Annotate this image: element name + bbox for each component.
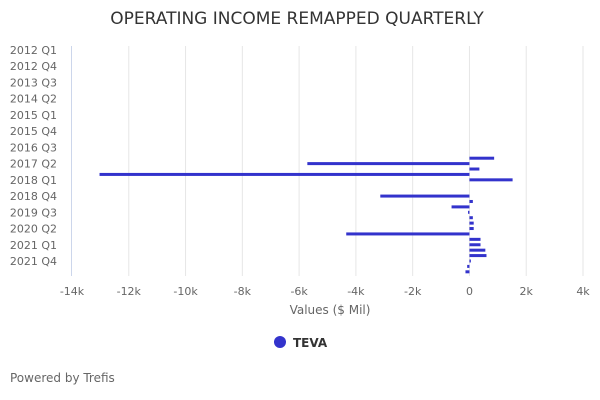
bar-2019-q1[interactable]	[469, 199, 473, 203]
x-tick-label: -4k	[347, 285, 365, 298]
y-tick-label: 2016 Q3	[10, 141, 57, 154]
bar-2019-q3[interactable]	[468, 210, 470, 214]
bar-2019-q2[interactable]	[451, 205, 470, 209]
y-tick-label: 2015 Q1	[10, 109, 57, 122]
bar-2018-q4[interactable]	[380, 194, 470, 198]
y-tick-label: 2015 Q4	[10, 125, 57, 138]
y-tick-label: 2020 Q2	[10, 223, 57, 236]
bars	[99, 156, 513, 274]
bar-2020-q3[interactable]	[346, 232, 470, 236]
bar-2020-q4[interactable]	[469, 237, 481, 241]
bar-2017-q2[interactable]	[307, 162, 470, 166]
y-tick-label: 2018 Q1	[10, 174, 57, 187]
bar-2018-q1[interactable]	[469, 178, 513, 182]
legend-marker-icon[interactable]	[274, 336, 286, 348]
y-tick-label: 2017 Q2	[10, 158, 57, 171]
chart-title: OPERATING INCOME REMAPPED QUARTERLY	[110, 9, 484, 29]
legend-item-teva[interactable]: TEVA	[293, 336, 328, 350]
x-tick-label: -6k	[290, 285, 308, 298]
y-tick-label: 2021 Q1	[10, 239, 57, 252]
y-tick-label: 2019 Q3	[10, 206, 57, 219]
x-axis-labels: -14k -12k -10k -8k -6k -4k -2k 0 2k 4k	[60, 285, 590, 298]
y-axis-labels: 2012 Q1 2012 Q4 2013 Q3 2014 Q2 2015 Q1 2015 …	[10, 44, 57, 268]
x-tick-label: -8k	[234, 285, 252, 298]
x-tick-label: -12k	[117, 285, 142, 298]
bar-2020-q2[interactable]	[469, 227, 474, 231]
bar-2017-q3[interactable]	[469, 167, 480, 171]
y-tick-label: 2012 Q1	[10, 44, 57, 57]
x-tick-label: 0	[466, 285, 473, 298]
bar-2021-q3[interactable]	[469, 254, 487, 258]
y-tick-label: 2013 Q3	[10, 76, 57, 89]
y-tick-label: 2014 Q2	[10, 93, 57, 106]
bar-2021-q1[interactable]	[469, 243, 481, 247]
bar-2021-q2[interactable]	[469, 248, 486, 252]
bar-2022-q2[interactable]	[465, 270, 470, 274]
grid-lines	[128, 46, 584, 276]
bar-2017-q4[interactable]	[99, 172, 470, 176]
y-tick-label: 2018 Q4	[10, 190, 57, 203]
credits-link[interactable]: Powered by Trefis	[10, 371, 115, 385]
x-tick-label: 4k	[576, 285, 590, 298]
bar-2019-q4[interactable]	[469, 216, 473, 220]
x-tick-label: -2k	[404, 285, 422, 298]
x-tick-label: 2k	[520, 285, 534, 298]
bar-2017-q1[interactable]	[469, 156, 495, 160]
bar-2022-q1[interactable]	[467, 264, 470, 268]
y-tick-label: 2012 Q4	[10, 60, 57, 73]
legend[interactable]: TEVA	[274, 336, 328, 350]
x-axis-title: Values ($ Mil)	[290, 303, 371, 317]
x-tick-label: -10k	[173, 285, 198, 298]
bar-2021-q4[interactable]	[469, 259, 471, 263]
bar-2020-q1[interactable]	[469, 221, 474, 225]
y-tick-label: 2021 Q4	[10, 255, 57, 268]
x-tick-label: -14k	[60, 285, 85, 298]
